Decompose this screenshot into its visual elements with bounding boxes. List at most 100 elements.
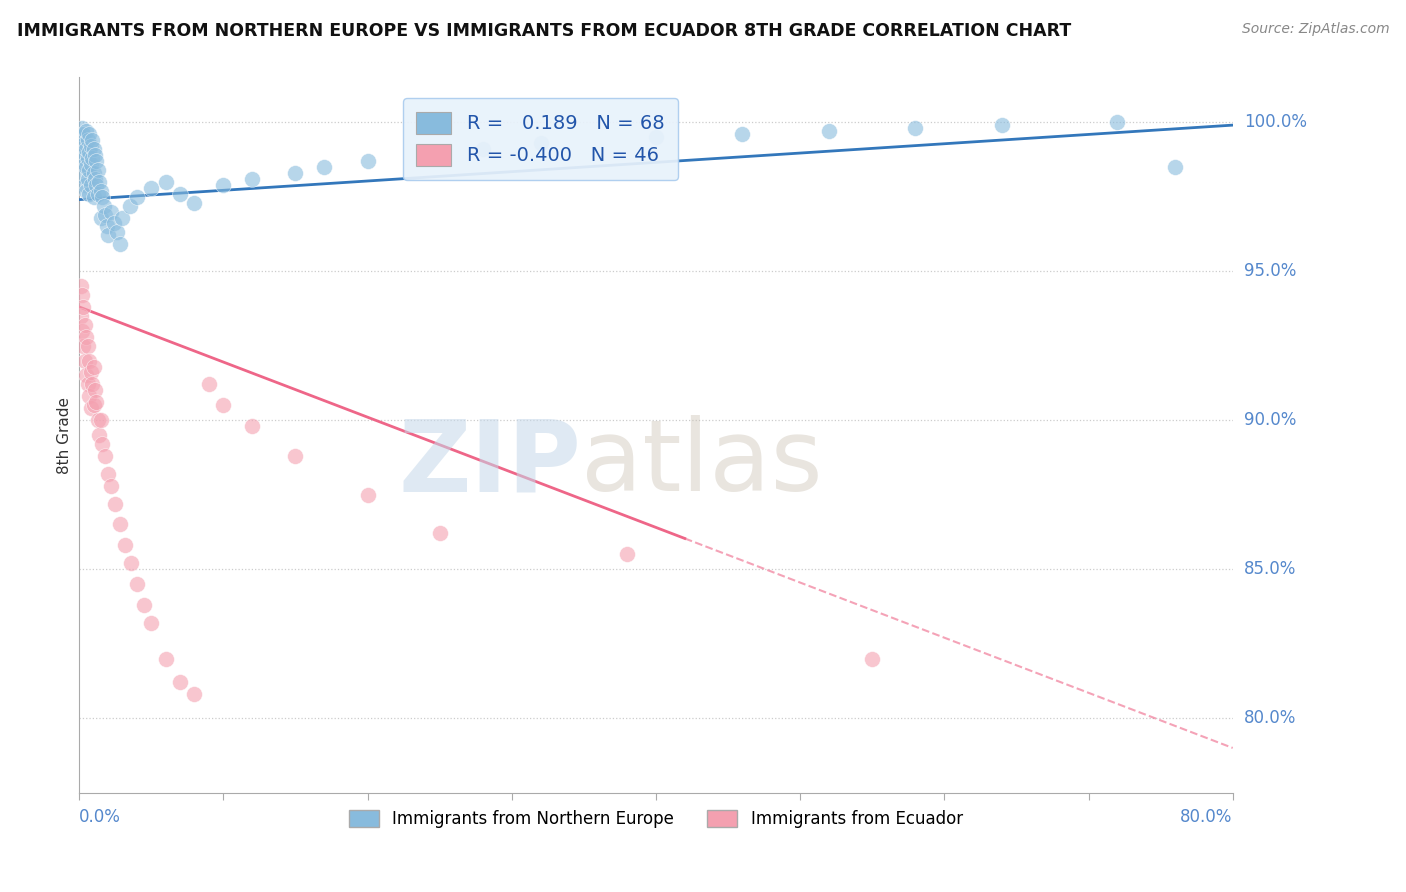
Point — [89, 175, 111, 189]
Point — [82, 151, 104, 165]
Point — [84, 384, 107, 398]
Point — [87, 162, 110, 177]
Point — [76, 171, 98, 186]
Legend: Immigrants from Northern Europe, Immigrants from Ecuador: Immigrants from Northern Europe, Immigra… — [342, 803, 970, 834]
Point — [76, 377, 98, 392]
Point — [108, 237, 131, 252]
Point — [108, 517, 131, 532]
Point — [70, 121, 93, 136]
Point — [75, 329, 97, 343]
Point — [90, 413, 112, 427]
Point — [125, 189, 148, 203]
Point — [77, 186, 100, 201]
Point — [83, 359, 105, 374]
Point — [212, 178, 235, 192]
Point — [471, 142, 494, 156]
Point — [75, 160, 97, 174]
Point — [73, 157, 96, 171]
Point — [314, 160, 336, 174]
Point — [87, 413, 110, 427]
Point — [73, 178, 96, 192]
Point — [69, 130, 91, 145]
Text: 0.0%: 0.0% — [79, 807, 121, 826]
Text: Source: ZipAtlas.com: Source: ZipAtlas.com — [1241, 22, 1389, 37]
Point — [90, 184, 112, 198]
Point — [69, 279, 91, 293]
Point — [72, 127, 94, 141]
Point — [169, 186, 191, 201]
Point — [155, 175, 177, 189]
Point — [76, 338, 98, 352]
Point — [818, 124, 841, 138]
Point — [991, 118, 1014, 132]
Point — [100, 479, 122, 493]
Point — [82, 377, 104, 392]
Point — [94, 207, 117, 221]
Point — [86, 395, 108, 409]
Text: 85.0%: 85.0% — [1244, 560, 1296, 578]
Point — [1164, 160, 1187, 174]
Point — [75, 184, 97, 198]
Point — [89, 428, 111, 442]
Point — [356, 153, 378, 168]
Point — [155, 651, 177, 665]
Point — [114, 538, 136, 552]
Point — [284, 166, 307, 180]
Point — [529, 136, 551, 150]
Point — [120, 556, 142, 570]
Point — [79, 157, 101, 171]
Point — [141, 615, 163, 630]
Point — [1107, 115, 1129, 129]
Point — [183, 195, 205, 210]
Point — [75, 124, 97, 138]
Point — [69, 309, 91, 323]
Point — [731, 127, 754, 141]
Point — [73, 318, 96, 332]
Point — [141, 180, 163, 194]
Point — [83, 142, 105, 156]
Point — [76, 151, 98, 165]
Point — [86, 178, 108, 192]
Point — [97, 228, 120, 243]
Point — [212, 398, 235, 412]
Point — [73, 353, 96, 368]
Point — [91, 437, 114, 451]
Point — [75, 142, 97, 156]
Text: 80.0%: 80.0% — [1244, 709, 1296, 727]
Point — [97, 467, 120, 481]
Point — [77, 389, 100, 403]
Point — [860, 651, 883, 665]
Point — [100, 204, 122, 219]
Text: atlas: atlas — [581, 415, 823, 512]
Point — [72, 300, 94, 314]
Point — [169, 675, 191, 690]
Point — [82, 133, 104, 147]
Point — [70, 288, 93, 302]
Point — [429, 148, 451, 162]
Point — [96, 219, 118, 234]
Point — [94, 449, 117, 463]
Point — [84, 148, 107, 162]
Point — [70, 324, 93, 338]
Point — [72, 169, 94, 183]
Point — [183, 687, 205, 701]
Point — [125, 577, 148, 591]
Point — [83, 166, 105, 180]
Y-axis label: 8th Grade: 8th Grade — [58, 397, 72, 474]
Point — [240, 419, 263, 434]
Point — [84, 171, 107, 186]
Point — [103, 217, 125, 231]
Point — [75, 368, 97, 383]
Point — [240, 171, 263, 186]
Point — [91, 189, 114, 203]
Point — [118, 198, 141, 212]
Point — [83, 189, 105, 203]
Point — [93, 198, 115, 212]
Point — [111, 211, 134, 225]
Point — [79, 178, 101, 192]
Text: 80.0%: 80.0% — [1181, 807, 1233, 826]
Point — [429, 526, 451, 541]
Point — [86, 153, 108, 168]
Point — [105, 226, 128, 240]
Point — [77, 353, 100, 368]
